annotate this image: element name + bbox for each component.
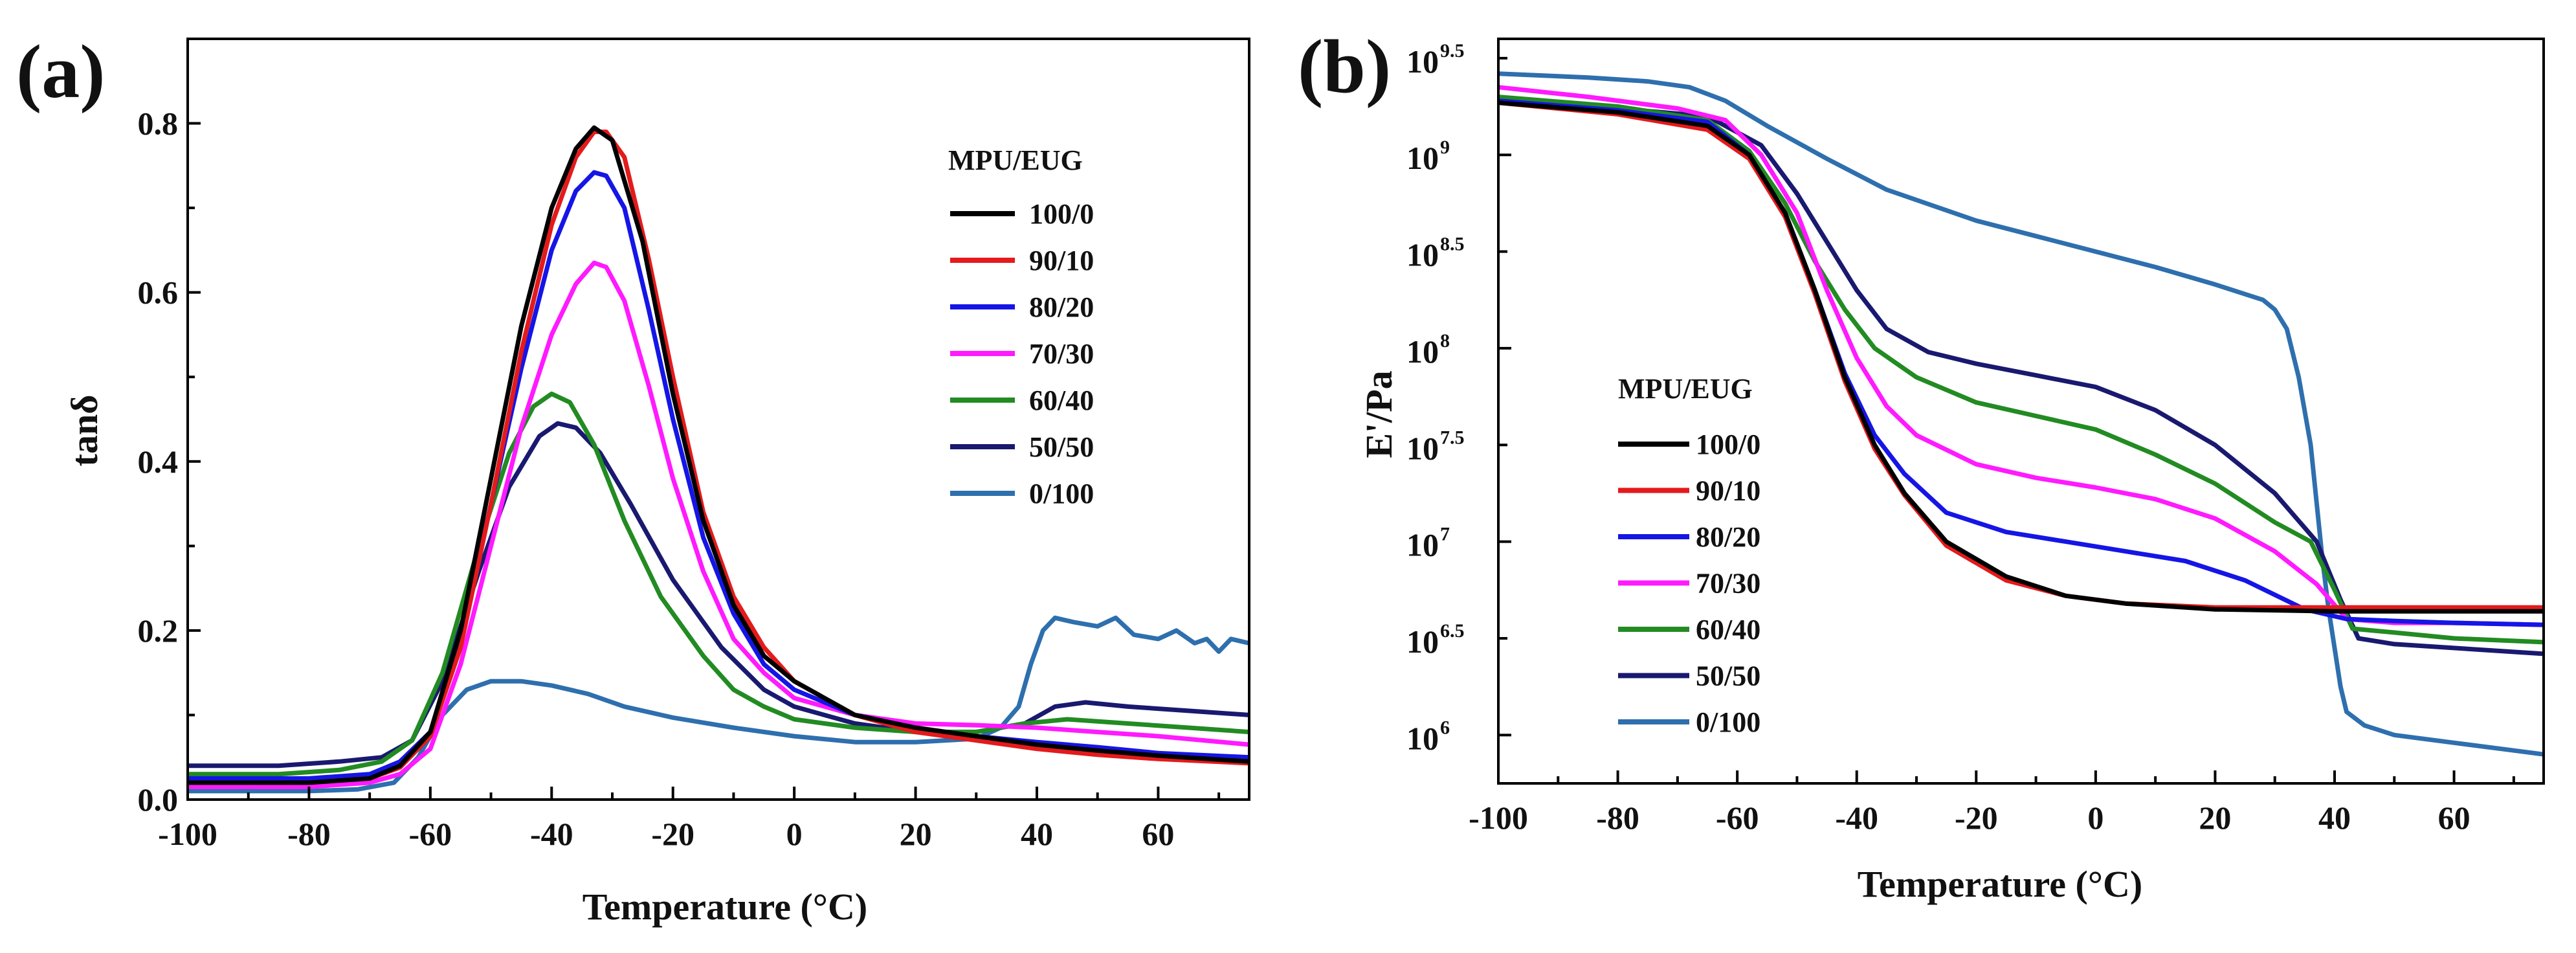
- x-tick-label-a: 0: [786, 816, 803, 852]
- x-tick-label-b: -100: [1469, 800, 1528, 836]
- y-tick-exponent-b: 8.5: [1440, 234, 1465, 255]
- x-tick-label-b: 60: [2438, 800, 2471, 836]
- x-tick-label-b: -60: [1716, 800, 1759, 836]
- panel-b-label: (b): [1298, 24, 1391, 109]
- y-tick-exponent-b: 7.5: [1440, 427, 1465, 448]
- legend-title-b: MPU/EUG: [1618, 373, 1753, 405]
- y-tick-label-b: 10: [1406, 430, 1439, 466]
- y-tick-exponent-b: 9.5: [1440, 40, 1465, 62]
- x-tick-label-a: -80: [287, 816, 331, 852]
- x-tick-label-b: 0: [2087, 800, 2104, 836]
- y-tick-label-b: 10: [1406, 720, 1439, 756]
- legend-title-a: MPU/EUG: [948, 144, 1083, 176]
- y-tick-label-b: 10: [1406, 623, 1439, 660]
- legend-label-a: 60/40: [1029, 385, 1094, 416]
- y-tick-exponent-b: 8: [1440, 330, 1450, 352]
- series-line-a-100-0: [188, 125, 1250, 785]
- x-axis-title-a: Temperature (°C): [583, 886, 867, 928]
- x-tick-label-a: -100: [158, 816, 217, 852]
- y-tick-label-a: 0.8: [138, 106, 179, 142]
- x-tick-label-a: -60: [409, 816, 452, 852]
- y-tick-exponent-b: 9: [1440, 137, 1450, 158]
- legend-label-a: 80/20: [1029, 291, 1094, 323]
- x-tick-label-a: -20: [651, 816, 694, 852]
- y-tick-exponent-b: 6: [1440, 717, 1450, 738]
- x-tick-label-a: 40: [1021, 816, 1053, 852]
- series-line-b-90-10: [1498, 100, 2544, 610]
- legend-label-b: 100/0: [1696, 429, 1760, 460]
- x-tick-label-b: 40: [2318, 800, 2351, 836]
- y-tick-label-b: 10: [1406, 140, 1439, 176]
- series-line-a-0-100: [188, 615, 1250, 794]
- series-line-a-50-50: [188, 421, 1250, 768]
- x-tick-label-a: -40: [530, 816, 573, 852]
- tan-delta-series-group: [188, 125, 1250, 794]
- legend-label-a: 0/100: [1029, 478, 1094, 510]
- y-tick-label-a: 0.4: [138, 443, 179, 480]
- y-tick-label-a: 0.0: [138, 781, 179, 818]
- y-tick-exponent-b: 6.5: [1440, 620, 1465, 642]
- y-tick-label-a: 0.2: [138, 612, 179, 649]
- legend-label-b: 50/50: [1696, 660, 1760, 692]
- storage-modulus-series-group: [1498, 71, 2544, 757]
- legend-label-b: 60/40: [1696, 614, 1760, 645]
- series-line-b-80-20: [1498, 98, 2544, 627]
- series-line-b-60-40: [1498, 95, 2544, 645]
- x-tick-label-b: -80: [1596, 800, 1639, 836]
- y-tick-exponent-b: 7: [1440, 524, 1450, 545]
- legend-b: MPU/EUG 100/0 90/10 80/20 70/30 60/40 50/50 0/…: [1618, 373, 1760, 738]
- y-tick-label-b: 10: [1406, 237, 1439, 273]
- series-line-b-70-30: [1498, 85, 2544, 627]
- panel-a-label: (a): [16, 29, 105, 114]
- y-tick-label-a: 0.6: [138, 275, 179, 311]
- legend-label-b: 80/20: [1696, 521, 1760, 553]
- legend-label-a: 70/30: [1029, 338, 1094, 370]
- series-line-b-0-100: [1498, 71, 2544, 757]
- y-tick-label-b: 10: [1406, 527, 1439, 563]
- x-tick-label-b: 20: [2199, 800, 2231, 836]
- legend-label-a: 90/10: [1029, 245, 1094, 276]
- legend-label-b: 70/30: [1696, 568, 1760, 600]
- x-tick-label-a: 20: [900, 816, 932, 852]
- plot-b-frame: [1497, 38, 2545, 785]
- y-axis-title-b: E'/Pa: [1358, 370, 1400, 458]
- series-line-a-70-30: [188, 260, 1250, 789]
- x-axis-title-b: Temperature (°C): [1858, 863, 2142, 905]
- y-axis-title-a: tanδ: [63, 395, 105, 467]
- plot-a-frame: [186, 38, 1250, 801]
- legend-label-b: 90/10: [1696, 475, 1760, 507]
- legend-a: MPU/EUG 100/0 90/10 80/20 70/30 60/40 50/50 0/…: [948, 144, 1094, 510]
- legend-label-a: 50/50: [1029, 431, 1094, 463]
- series-line-b-100-0: [1498, 100, 2544, 614]
- y-tick-label-b: 10: [1406, 43, 1439, 80]
- x-tick-label-b: -20: [1955, 800, 1998, 836]
- x-tick-label-a: 60: [1142, 816, 1174, 852]
- x-tick-label-b: -40: [1835, 800, 1878, 836]
- y-tick-label-b: 10: [1406, 333, 1439, 370]
- legend-label-a: 100/0: [1029, 198, 1094, 230]
- legend-label-b: 0/100: [1696, 706, 1760, 738]
- tan-delta-chart: (a) -100 -80 -60 -40 -20 0 20 40 60 0.0 0.2 0.4 0.6 0…: [16, 29, 1250, 928]
